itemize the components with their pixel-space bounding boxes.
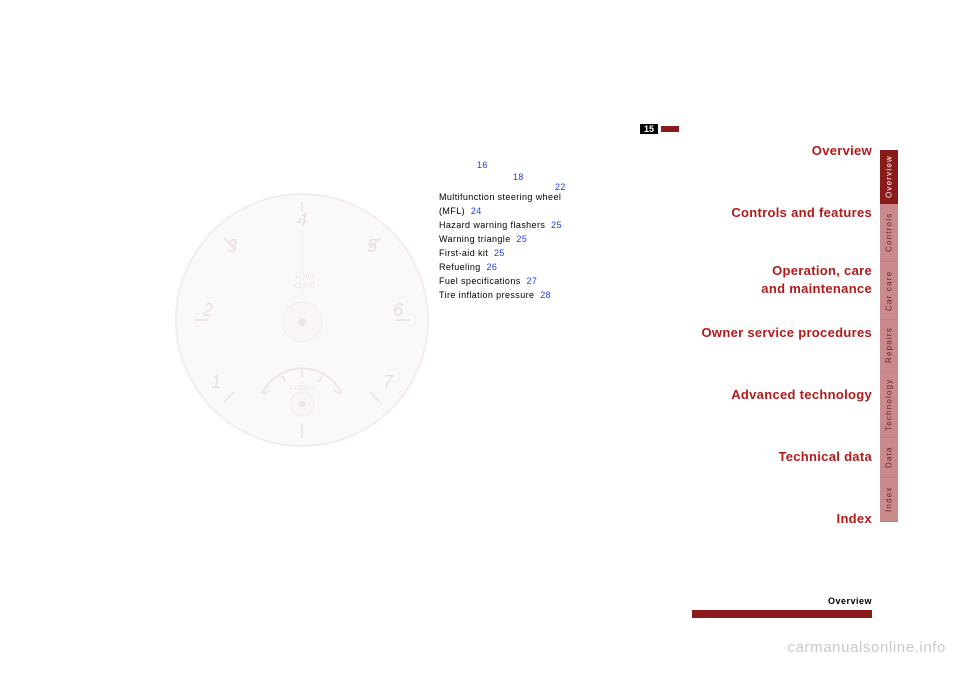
toc-link[interactable]: 22: [555, 180, 566, 194]
section-heading[interactable]: Advanced technology: [612, 386, 872, 404]
toc-link[interactable]: 24: [471, 206, 482, 216]
svg-text:2: 2: [202, 300, 213, 320]
side-tab[interactable]: Technology: [880, 372, 898, 438]
page-number-stripe: [661, 126, 679, 132]
svg-text:1/min: 1/min: [294, 271, 314, 280]
toc-link[interactable]: 28: [540, 290, 551, 300]
toc-link[interactable]: 26: [486, 262, 497, 272]
svg-text:7: 7: [383, 372, 394, 392]
side-tab[interactable]: Car care: [880, 262, 898, 320]
toc-link[interactable]: 25: [516, 234, 527, 244]
section-heading[interactable]: and maintenance: [612, 280, 872, 298]
section-list: Overview Controls and features Operation…: [612, 142, 872, 528]
section-heading[interactable]: Controls and features: [612, 204, 872, 222]
watermark: carmanualsonline.info: [787, 639, 946, 656]
svg-text:x1000: x1000: [293, 281, 315, 290]
toc-link[interactable]: 27: [526, 276, 537, 286]
side-tabs: OverviewControlsCar careRepairsTechnolog…: [880, 150, 898, 522]
toc-text: Warning triangle: [439, 234, 511, 244]
toc-link[interactable]: 18: [513, 170, 524, 184]
section-heading[interactable]: Overview: [612, 142, 872, 160]
footer-rule: [692, 610, 872, 618]
section-heading[interactable]: Index: [612, 510, 872, 528]
svg-text:1: 1: [211, 372, 221, 392]
side-tab[interactable]: Data: [880, 438, 898, 478]
toc-text: (MFL): [439, 206, 465, 216]
toc-text: Fuel specifications: [439, 276, 521, 286]
toc-column: 16 18 22 Multifunction steering wheel (M…: [439, 190, 562, 302]
section-heading[interactable]: Operation, care: [612, 262, 872, 280]
section-heading[interactable]: Technical data: [612, 448, 872, 466]
svg-text:l/100km: l/100km: [290, 385, 315, 392]
side-tab[interactable]: Index: [880, 478, 898, 522]
toc-text: Multifunction steering wheel: [439, 192, 561, 202]
toc-link[interactable]: 25: [551, 220, 562, 230]
side-tab[interactable]: Overview: [880, 150, 898, 204]
svg-text:6: 6: [393, 300, 404, 320]
toc-text: Tire inflation pressure: [439, 290, 534, 300]
tachometer-gauge: 1 2 3 4 5 6 7 1/min x1000 l/100km: [172, 190, 432, 450]
page-number-bar: 15: [640, 124, 679, 134]
toc-text: Refueling: [439, 262, 481, 272]
toc-text: First-aid kit: [439, 248, 488, 258]
svg-text:3: 3: [227, 236, 237, 256]
toc-text: Hazard warning flashers: [439, 220, 545, 230]
section-heading[interactable]: Owner service procedures: [612, 324, 872, 342]
page-number: 15: [640, 124, 658, 134]
footer-section-label: Overview: [828, 596, 872, 606]
svg-text:5: 5: [367, 236, 378, 256]
side-tab[interactable]: Controls: [880, 204, 898, 262]
side-tab[interactable]: Repairs: [880, 320, 898, 372]
toc-link[interactable]: 25: [494, 248, 505, 258]
toc-link[interactable]: 16: [477, 158, 488, 172]
